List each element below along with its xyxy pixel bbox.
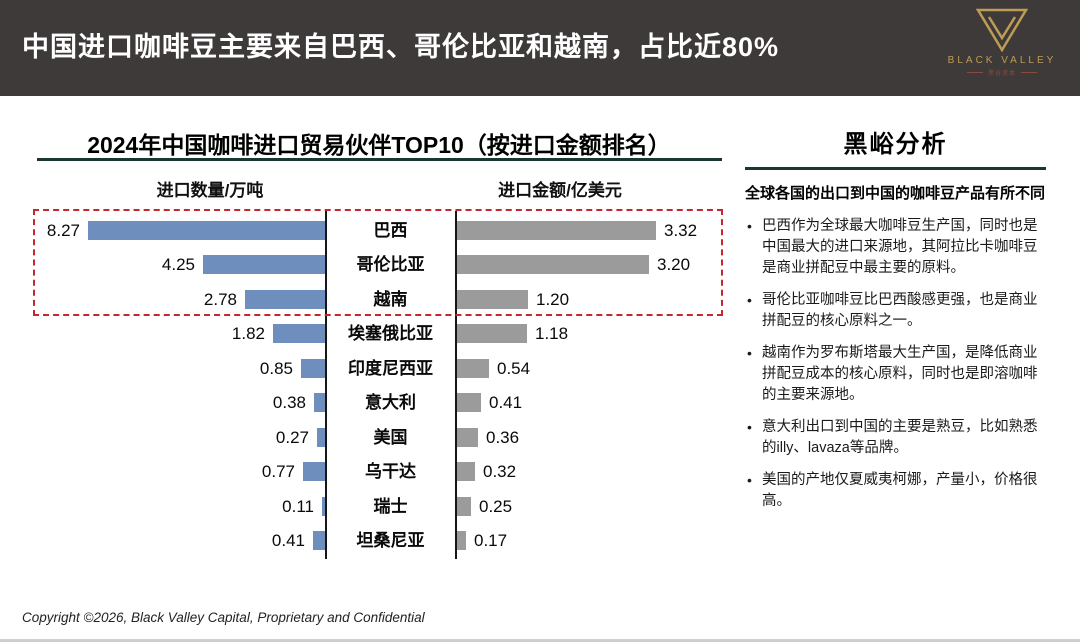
country-label: 坦桑尼亚 (356, 531, 425, 550)
amount-value-label: 0.54 (497, 358, 531, 378)
amount-bar (456, 255, 649, 274)
center-axis-line-right (455, 211, 457, 559)
quantity-bar (273, 324, 325, 343)
amount-bar (456, 531, 466, 550)
brand-subtitle-text: 黑谷资本 (987, 71, 1016, 77)
amount-bar (456, 324, 527, 343)
quantity-bar (88, 220, 325, 240)
quantity-bar (245, 289, 325, 309)
quantity-value-label: 0.85 (259, 358, 293, 378)
center-axis-line-left (325, 211, 327, 559)
chart-row: 0.77 乌干达 0.32 (35, 454, 723, 489)
amount-value-label: 3.32 (664, 220, 698, 240)
country-label: 美国 (373, 427, 408, 447)
chart-row: 0.38 意大利 0.41 (35, 385, 723, 420)
brand-subtitle: 黑谷资本 (942, 68, 1062, 77)
quantity-value-label: 4.25 (161, 255, 195, 274)
amount-bar (456, 496, 471, 516)
quantity-bar (317, 427, 325, 447)
analysis-bullet: 哥伦比亚咖啡豆比巴西酸感更强，也是商业拼配豆的核心原料之一。 (745, 290, 1046, 332)
chart-row: 2.78 越南 1.20 (35, 282, 723, 317)
chart-row: 1.82 埃塞俄比亚 1.18 (35, 316, 723, 351)
quantity-value-label: 2.78 (203, 289, 237, 309)
quantity-value-label: 8.27 (46, 220, 80, 240)
tornado-chart: 8.27 巴西 3.32 4.25 哥伦比亚 3.20 2.78 越南 1.20 1.82 埃塞俄比… (35, 0, 723, 639)
analysis-bullet: 巴西作为全球最大咖啡豆生产国，同时也是中国最大的进口来源地，其阿拉比卡咖啡豆是商… (745, 216, 1046, 279)
analysis-bullet: 美国的产地仅夏威夷柯娜，产量小，价格很高。 (745, 470, 1046, 512)
header-title: 中国进口咖啡豆主要来自巴西、哥伦比亚和越南，占比近80% (22, 32, 780, 63)
quantity-bar (314, 393, 325, 412)
country-label: 哥伦比亚 (356, 255, 425, 274)
chart-row: 8.27 巴西 3.32 (35, 213, 723, 248)
analysis-title-rule (745, 167, 1046, 170)
chart-title-rule (37, 158, 722, 161)
quantity-bar (322, 496, 325, 516)
country-label: 瑞士 (373, 496, 408, 516)
country-label: 乌干达 (365, 462, 416, 481)
country-label: 埃塞俄比亚 (348, 324, 433, 343)
country-label: 印度尼西亚 (348, 358, 433, 378)
country-label: 越南 (373, 289, 408, 309)
analysis-bullet: 意大利出口到中国的主要是熟豆，比如熟悉的illy、lavaza等品牌。 (745, 417, 1046, 459)
chart-row: 0.41 坦桑尼亚 0.17 (35, 523, 723, 558)
quantity-value-label: 0.11 (282, 496, 314, 516)
chart-row: 0.85 印度尼西亚 0.54 (35, 351, 723, 386)
amount-bar (456, 289, 528, 309)
amount-bar (456, 462, 475, 481)
header: 中国进口咖啡豆主要来自巴西、哥伦比亚和越南，占比近80% BLACK VALLE… (0, 0, 1080, 96)
chart-row: 0.27 美国 0.36 (35, 420, 723, 455)
quantity-value-label: 0.27 (275, 427, 309, 447)
amount-bar (456, 427, 478, 447)
quantity-bar (203, 255, 325, 274)
amount-value-label: 0.25 (479, 496, 513, 516)
analysis-bullet: 越南作为罗布斯塔最大生产国，是降低商业拼配豆成本的核心原料，同时也是即溶咖啡的主… (745, 343, 1046, 406)
amount-value-label: 3.20 (657, 255, 691, 274)
quantity-value-label: 0.41 (271, 531, 305, 550)
analysis-bullet-list: 巴西作为全球最大咖啡豆生产国，同时也是中国最大的进口来源地，其阿拉比卡咖啡豆是商… (745, 216, 1046, 512)
country-label: 意大利 (365, 393, 416, 412)
amount-value-label: 0.36 (486, 427, 520, 447)
quantity-value-label: 0.77 (261, 462, 295, 481)
chart-row: 4.25 哥伦比亚 3.20 (35, 247, 723, 282)
country-label: 巴西 (373, 220, 408, 240)
left-axis-label: 进口数量/万吨 (156, 181, 264, 200)
analysis-title: 黑峪分析 (843, 131, 948, 158)
quantity-bar (301, 358, 325, 378)
amount-value-label: 0.41 (489, 393, 523, 412)
analysis-intro: 全球各国的出口到中国的咖啡豆产品有所不同 (745, 184, 1046, 202)
chart-row: 0.11 瑞士 0.25 (35, 489, 723, 524)
quantity-value-label: 1.82 (231, 324, 265, 343)
quantity-bar (303, 462, 325, 481)
amount-value-label: 0.17 (474, 531, 508, 550)
chart-title: 2024年中国咖啡进口贸易伙伴TOP10（按进口金额排名） (87, 132, 671, 158)
right-axis-label: 进口金额/亿美元 (498, 181, 622, 200)
amount-value-label: 1.20 (536, 289, 570, 309)
amount-bar (456, 393, 481, 412)
top3-highlight-box (33, 209, 723, 316)
amount-value-label: 0.32 (483, 462, 517, 481)
brand-logo: BLACK VALLEY 黑谷资本 (942, 8, 1062, 77)
quantity-value-label: 0.38 (272, 393, 306, 412)
analysis-panel: 黑峪分析 全球各国的出口到中国的咖啡豆产品有所不同 巴西作为全球最大咖啡豆生产国… (745, 124, 1046, 523)
black-valley-triangle-icon (976, 8, 1028, 52)
quantity-bar (313, 531, 325, 550)
copyright-footer: Copyright ©2026, Black Valley Capital, P… (22, 610, 425, 625)
amount-bar (456, 358, 489, 378)
amount-bar (456, 220, 656, 240)
amount-value-label: 1.18 (535, 324, 569, 343)
brand-name: BLACK VALLEY (947, 55, 1057, 66)
